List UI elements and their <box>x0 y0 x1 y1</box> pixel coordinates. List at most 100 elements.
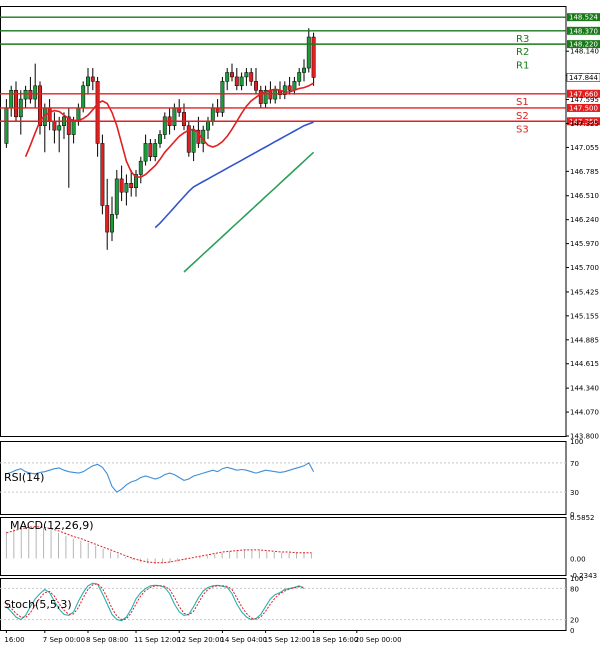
candle-body-down <box>230 72 234 78</box>
time-tick-label: 18 Sep 16:00 <box>312 636 359 644</box>
time-tick-label: 7 Sep 00:00 <box>43 636 85 644</box>
macd-signal-line <box>6 526 312 564</box>
current-price-label: 147.844 <box>569 74 598 82</box>
candle-body-up <box>191 129 196 153</box>
candle-body-down <box>38 85 42 126</box>
candle-body-up <box>162 116 167 135</box>
candle-body-up <box>172 107 177 126</box>
price-tick-label: 144.340 <box>570 385 599 393</box>
candle-body-down <box>258 89 263 104</box>
level-name-s3: S3 <box>516 124 529 135</box>
time-tick-label: 14 Sep 04:00 <box>220 636 267 644</box>
candle-body-up <box>4 107 9 144</box>
macd-panel-label: MACD(12,26,9) <box>10 519 94 532</box>
candle-body-down <box>254 81 258 91</box>
price-tick-label: 146.240 <box>570 216 599 224</box>
level-price-box <box>567 103 600 112</box>
candle-body-up <box>110 214 114 233</box>
price-tick-label: 144.615 <box>570 360 599 368</box>
candle-body-down <box>119 178 124 193</box>
price-tick-label: 147.325 <box>570 120 599 128</box>
rsi-panel-label: RSI(14) <box>4 471 44 484</box>
rsi-tick-label: 30 <box>570 489 579 497</box>
level-price-label: 148.220 <box>569 41 598 49</box>
candle-body-up <box>297 72 302 82</box>
candle-body-up <box>138 160 143 175</box>
candle-body-up <box>302 67 306 73</box>
candle-body-down <box>287 85 292 91</box>
price-tick-label: 145.425 <box>570 288 599 296</box>
stoch-tick-label: 100 <box>570 575 583 583</box>
stoch-tick-label: 0 <box>570 627 574 635</box>
candle-body-up <box>225 72 230 82</box>
level-name-r1: R1 <box>516 61 529 72</box>
candle-body-down <box>90 76 95 82</box>
candle-body-up <box>273 89 278 100</box>
candle-body-down <box>14 89 18 118</box>
panel-frame-macd <box>0 517 567 576</box>
candle-body-up <box>23 89 28 100</box>
panel-frame-main <box>0 6 567 437</box>
candle-body-up <box>244 72 249 78</box>
level-price-label: 147.500 <box>569 104 598 112</box>
stoch-d-line <box>6 583 305 621</box>
stoch-k-line <box>5 582 305 622</box>
price-tick-label: 145.700 <box>570 264 599 272</box>
stoch-panel-label: Stoch(5,5,3) <box>4 598 72 611</box>
candle-body-down <box>95 81 100 144</box>
level-price-label: 147.660 <box>569 90 598 98</box>
candle-body-up <box>153 143 158 157</box>
price-tick-label: 145.155 <box>570 312 599 320</box>
candle-body-down <box>148 143 153 157</box>
level-price-box <box>567 89 600 98</box>
level-price-box <box>567 13 600 22</box>
time-tick-label: 16:00 <box>4 636 24 644</box>
candle-body-down <box>129 183 134 189</box>
candle-body-up <box>9 89 14 109</box>
candle-body-down <box>182 112 186 126</box>
candle-body-up <box>292 81 297 91</box>
level-name-s1: S1 <box>516 97 529 108</box>
candle-body-up <box>210 107 215 122</box>
level-name-s2: S2 <box>516 111 529 122</box>
ma-mid-line <box>154 121 314 229</box>
candle-body-up <box>71 121 76 135</box>
candle-body-up <box>143 143 148 162</box>
candle-body-up <box>206 121 210 131</box>
candle-body-up <box>33 85 38 100</box>
candle-body-down <box>100 143 105 206</box>
candle-body-up <box>158 134 162 144</box>
rsi-tick-label: 100 <box>570 438 583 446</box>
macd-tick-label: 0.00 <box>570 555 586 563</box>
price-tick-label: 147.055 <box>570 144 599 152</box>
level-price-box <box>567 117 600 126</box>
level-price-label: 148.524 <box>569 14 598 22</box>
price-tick-label: 144.070 <box>570 409 599 417</box>
level-name-r2: R2 <box>516 47 529 58</box>
price-tick-label: 146.510 <box>570 192 599 200</box>
candle-body-down <box>234 76 239 87</box>
macd-tick-label: 0.5852 <box>570 514 595 522</box>
candle-body-down <box>268 89 273 100</box>
candle-body-down <box>28 89 33 100</box>
candle-body-down <box>196 129 201 144</box>
candle-body-up <box>306 36 311 69</box>
rsi-tick-label: 0 <box>570 511 574 519</box>
candle-body-up <box>134 174 138 189</box>
price-tick-label: 144.885 <box>570 336 599 344</box>
price-tick-label: 146.785 <box>570 168 599 176</box>
candle-body-up <box>220 81 225 113</box>
rsi-tick-label: 70 <box>570 460 579 468</box>
level-price-label: 147.350 <box>569 118 598 126</box>
level-price-label: 148.370 <box>569 27 598 35</box>
level-name-r3: R3 <box>516 34 529 45</box>
candle-body-down <box>311 36 316 78</box>
ma-fast-line <box>24 82 314 178</box>
price-tick-label: 145.970 <box>570 240 599 248</box>
price-tick-label: 148.140 <box>570 48 599 56</box>
candle-body-down <box>186 125 191 153</box>
level-price-box <box>567 26 600 35</box>
candle-body-down <box>47 107 52 122</box>
